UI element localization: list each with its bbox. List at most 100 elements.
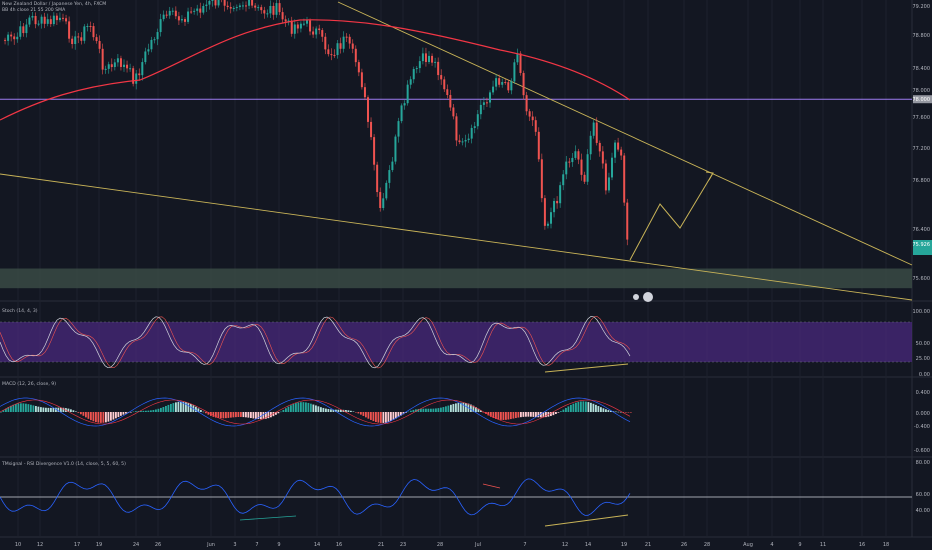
macd-histogram-bar: [327, 409, 330, 412]
candle-body: [107, 64, 110, 69]
price-tick-label: 76.800: [913, 178, 931, 184]
macd-histogram-bar: [447, 405, 450, 412]
macd-histogram-bar: [255, 412, 257, 419]
price-tick-label: 76.400: [913, 227, 931, 233]
macd-histogram-bar: [257, 412, 260, 420]
macd-histogram-bar: [175, 402, 177, 412]
macd-histogram-bar: [200, 410, 202, 412]
macd-histogram-bar: [350, 410, 352, 412]
macd-histogram-bar: [540, 412, 542, 418]
candle-body: [546, 223, 549, 226]
macd-histogram-bar: [205, 412, 207, 414]
macd-histogram-bar: [495, 412, 497, 419]
macd-histogram-bar: [407, 411, 410, 413]
candle-body: [595, 122, 598, 143]
macd-histogram-bar: [502, 412, 505, 420]
macd-histogram-bar: [340, 409, 342, 412]
macd-histogram-bar: [380, 412, 382, 423]
macd-histogram-bar: [265, 412, 267, 419]
macd-histogram-bar: [337, 409, 340, 412]
macd-histogram-bar: [510, 412, 512, 420]
candle-body: [184, 19, 186, 22]
macd-histogram-bar: [462, 402, 465, 412]
candle-body: [177, 16, 180, 21]
macd-histogram-bar: [297, 402, 300, 412]
candle-body: [238, 5, 241, 8]
candle-body: [43, 16, 46, 24]
macd-histogram-bar: [450, 404, 452, 412]
event-icon: [643, 292, 653, 302]
macd-histogram-bar: [600, 407, 602, 412]
macd-histogram-bar: [445, 406, 447, 412]
macd-histogram-bar: [37, 406, 40, 412]
candle-body: [434, 61, 437, 63]
macd-histogram-bar: [480, 410, 482, 412]
candle-body: [562, 174, 565, 186]
macd-histogram-bar: [272, 412, 275, 417]
macd-histogram-bar: [400, 412, 402, 416]
macd-histogram-bar: [325, 408, 327, 412]
candle-body: [406, 84, 409, 104]
macd-histogram-bar: [477, 408, 480, 412]
candle-body: [281, 12, 284, 20]
candle-body: [620, 149, 623, 156]
macd-histogram-bar: [187, 402, 190, 412]
candle-body: [180, 19, 183, 21]
macd-histogram-bar: [322, 407, 325, 412]
date-tick-label: Jun: [206, 542, 215, 548]
candle-body: [385, 182, 388, 199]
macd-histogram-bar: [357, 412, 360, 414]
date-tick-label: 10: [15, 542, 21, 548]
macd-histogram-bar: [245, 412, 247, 418]
macd-histogram-bar: [442, 407, 445, 412]
candle-body: [275, 3, 278, 15]
candle-body: [351, 43, 354, 49]
candle-body: [473, 126, 476, 128]
macd-histogram-bar: [237, 412, 240, 417]
symbol-header: New Zealand Dollar / Japanese Yen, 4h, F…: [2, 2, 109, 8]
candle-body: [397, 121, 400, 137]
macd-histogram-bar: [152, 410, 155, 412]
price-tick-label: 78.400: [913, 66, 931, 72]
candle-body: [550, 212, 552, 224]
macd-histogram-bar: [32, 405, 35, 412]
macd-histogram-bar: [582, 401, 585, 412]
candle-body: [540, 159, 543, 199]
macd-histogram-bar: [497, 412, 500, 420]
macd-histogram-bar: [417, 408, 420, 412]
macd-histogram-bar: [165, 405, 167, 412]
macd-histogram-bar: [317, 406, 320, 412]
macd-histogram-bar: [20, 403, 22, 412]
candle-body: [248, 0, 251, 6]
macd-histogram-bar: [577, 401, 580, 412]
candle-body: [287, 20, 290, 22]
candle-body: [92, 26, 95, 38]
candle-body: [446, 89, 449, 96]
candle-body: [543, 198, 546, 226]
macd-histogram-bar: [330, 409, 332, 412]
macd-histogram-bar: [55, 407, 57, 412]
candle-body: [266, 13, 269, 15]
macd-tick-label: 0.400: [916, 390, 930, 396]
macd-histogram-bar: [285, 408, 287, 412]
candle-body: [101, 48, 104, 70]
stoch-d-line: [0, 316, 631, 369]
macd-histogram-bar: [525, 412, 527, 417]
candle-body: [586, 154, 589, 182]
macd-histogram-bar: [92, 412, 95, 422]
macd-histogram-bar: [52, 407, 55, 412]
macd-histogram-bar: [607, 410, 610, 412]
macd-histogram-bar: [270, 412, 272, 418]
macd-histogram-bar: [160, 407, 162, 412]
stoch-tick-label: 0.00: [919, 372, 930, 378]
candle-body: [10, 34, 13, 37]
stoch-k-line: [0, 316, 631, 369]
macd-histogram-bar: [147, 410, 150, 412]
date-tick-label: 23: [400, 542, 406, 548]
candle-body: [132, 68, 135, 84]
candle-body: [153, 39, 156, 41]
candle-body: [232, 7, 235, 9]
macd-histogram-bar: [550, 412, 552, 417]
date-tick-label: 26: [155, 542, 161, 548]
date-tick-label: 19: [621, 542, 627, 548]
